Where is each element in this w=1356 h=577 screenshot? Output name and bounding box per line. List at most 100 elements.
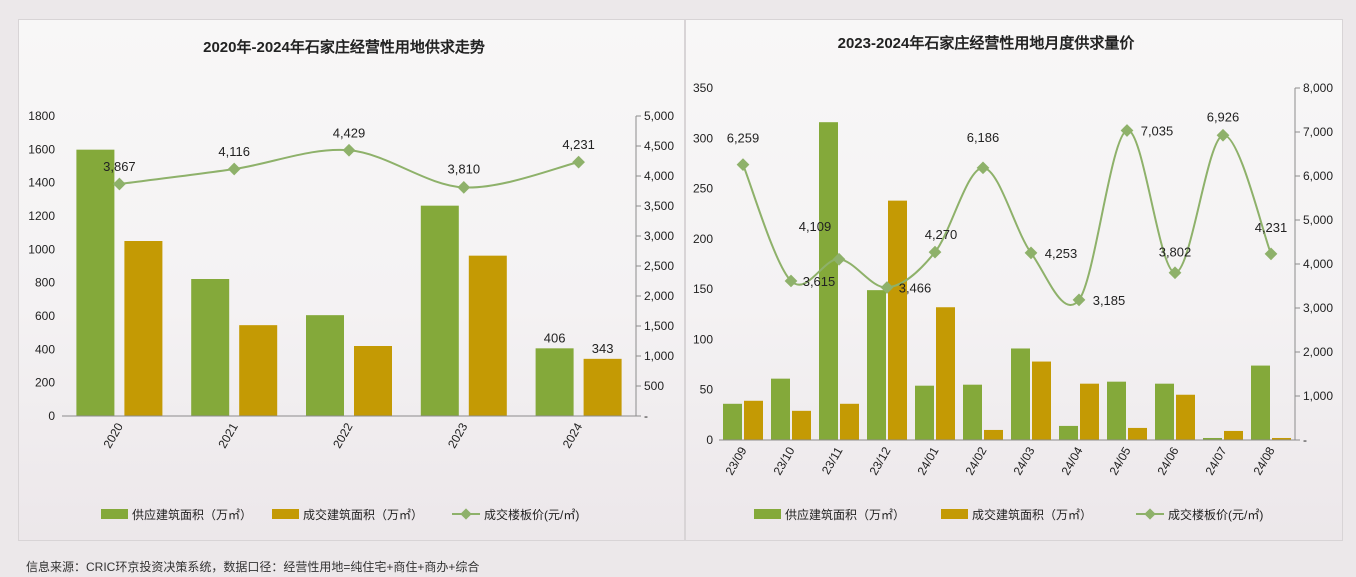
monthly-chart: 2023-2024年石家庄经营性用地月度供求量价 0 50 100 150 200 250 3…	[693, 34, 1333, 522]
left-axis-tick-label: 50	[700, 383, 714, 397]
price-value-label: 3,466	[899, 280, 932, 295]
deal-bar	[468, 255, 507, 416]
price-value-label: 4,109	[799, 219, 832, 234]
deal-bar	[744, 400, 763, 440]
deal-bar	[1080, 383, 1099, 440]
category-label: 23/11	[819, 444, 846, 477]
bar-value-label: 343	[592, 341, 614, 356]
price-value-label: 3,810	[448, 161, 481, 176]
supply-bar	[420, 205, 459, 416]
price-value-label: 3,615	[803, 274, 836, 289]
deal-bar	[840, 403, 859, 440]
price-value-label: 4,429	[333, 125, 366, 140]
category-label: 2023	[445, 420, 471, 450]
right-axis-tick-label: 4,000	[1303, 257, 1333, 271]
deal-bar	[239, 325, 278, 416]
legend-price-label: 成交楼板价(元/㎡)	[484, 507, 579, 522]
supply-bar	[1059, 425, 1078, 440]
deal-bar	[1032, 361, 1051, 440]
category-label: 23/12	[866, 444, 893, 477]
supply-bar	[535, 348, 574, 416]
supply-bar	[771, 378, 790, 440]
category-label: 2022	[330, 420, 356, 450]
category-label: 2020	[101, 420, 127, 450]
chart-legend: 供应建筑面积（万㎡） 成交建筑面积（万㎡） 成交楼板价(元/㎡)	[101, 507, 579, 522]
price-value-label: 4,116	[218, 144, 250, 159]
supply-bar	[915, 385, 934, 440]
right-axis-tick-label: 1,500	[644, 319, 674, 333]
price-marker	[976, 161, 990, 175]
left-axis-tick-label: 1400	[28, 176, 55, 190]
legend-supply-label: 供应建筑面积（万㎡）	[785, 507, 905, 522]
deal-bar	[124, 241, 163, 416]
deal-bar	[936, 307, 955, 440]
right-axis-tick-label: 1,000	[644, 349, 674, 363]
source-footnote: 信息来源：CRIC环京投资决策系统，数据口径：经营性用地=纯住宅+商住+商办+综…	[26, 560, 480, 574]
category-label: 2021	[215, 420, 241, 450]
legend-deal-label: 成交建筑面积（万㎡）	[303, 507, 423, 522]
supply-bar	[963, 384, 982, 440]
left-axis-tick-label: 0	[706, 433, 713, 447]
left-axis-tick-label: 1000	[28, 242, 55, 256]
price-value-label: 4,270	[925, 227, 958, 242]
left-axis-tick-label: 600	[35, 309, 55, 323]
price-value-label: 3,185	[1093, 293, 1126, 308]
supply-bar	[1107, 381, 1126, 440]
annual-chart-panel: 2020年-2024年石家庄经营性用地供求走势 0 200 400 600 800 1000…	[18, 19, 685, 541]
category-label: 24/07	[1202, 444, 1229, 477]
price-marker	[572, 155, 585, 169]
category-label: 2024	[560, 420, 586, 450]
left-axis-tick-label: 1600	[28, 142, 55, 156]
supply-bar	[76, 149, 115, 416]
deal-bar	[1272, 437, 1291, 440]
left-axis-tick-label: 250	[693, 182, 713, 196]
legend-price-marker	[460, 508, 472, 520]
right-axis-tick-label: 3,500	[644, 199, 674, 213]
right-axis-tick-label: 6,000	[1303, 169, 1333, 183]
deal-bar	[792, 410, 811, 440]
left-axis-tick-label: 1800	[28, 109, 55, 123]
price-value-label: 6,259	[727, 131, 760, 146]
right-axis-tick-label: 1,000	[1303, 389, 1333, 403]
deal-bar	[1128, 427, 1147, 440]
price-value-label: 7,035	[1141, 123, 1174, 138]
left-axis-tick-label: 200	[693, 232, 713, 246]
supply-bar	[191, 279, 230, 416]
left-axis-tick-label: 800	[35, 276, 55, 290]
category-label: 24/06	[1154, 444, 1181, 477]
left-axis-tick-label: 0	[48, 409, 55, 423]
category-label: 24/08	[1250, 444, 1277, 477]
right-axis-tick-label: 4,500	[644, 139, 674, 153]
deal-bar	[1176, 394, 1195, 440]
legend-deal-label: 成交建筑面积（万㎡）	[972, 507, 1092, 522]
supply-bar	[1011, 348, 1030, 440]
chart-legend: 供应建筑面积（万㎡） 成交建筑面积（万㎡） 成交楼板价(元/㎡)	[754, 507, 1263, 522]
supply-bar	[1251, 365, 1270, 440]
right-axis-tick-label: 2,000	[644, 289, 674, 303]
deal-bar	[583, 358, 622, 416]
left-axis-tick-label: 150	[693, 282, 713, 296]
legend-price-label: 成交楼板价(元/㎡)	[1168, 507, 1263, 522]
price-value-label: 4,253	[1045, 246, 1078, 261]
legend-price-marker	[1144, 508, 1156, 520]
category-label: 24/04	[1058, 444, 1085, 477]
right-axis-tick-label: 2,500	[644, 259, 674, 273]
category-label: 24/01	[914, 444, 941, 477]
legend-supply-label: 供应建筑面积（万㎡）	[132, 507, 252, 522]
left-axis-tick-label: 1200	[28, 209, 55, 223]
price-marker	[342, 143, 356, 157]
right-axis-tick-label: 5,000	[644, 109, 674, 123]
category-label: 24/03	[1010, 444, 1037, 477]
left-axis-tick-label: 350	[693, 81, 713, 95]
left-axis-tick-label: 100	[693, 332, 713, 346]
right-axis-tick-label: -	[644, 409, 648, 423]
bar-value-label: 406	[544, 330, 566, 345]
legend-deal-swatch	[272, 509, 299, 519]
deal-bar	[984, 429, 1003, 440]
left-axis-tick-label: 300	[693, 131, 713, 145]
right-axis-tick-label: 8,000	[1303, 81, 1333, 95]
price-value-label: 3,867	[103, 159, 136, 174]
price-marker	[1264, 247, 1278, 261]
chart-title: 2023-2024年石家庄经营性用地月度供求量价	[838, 34, 1136, 52]
deal-bar	[354, 346, 392, 416]
